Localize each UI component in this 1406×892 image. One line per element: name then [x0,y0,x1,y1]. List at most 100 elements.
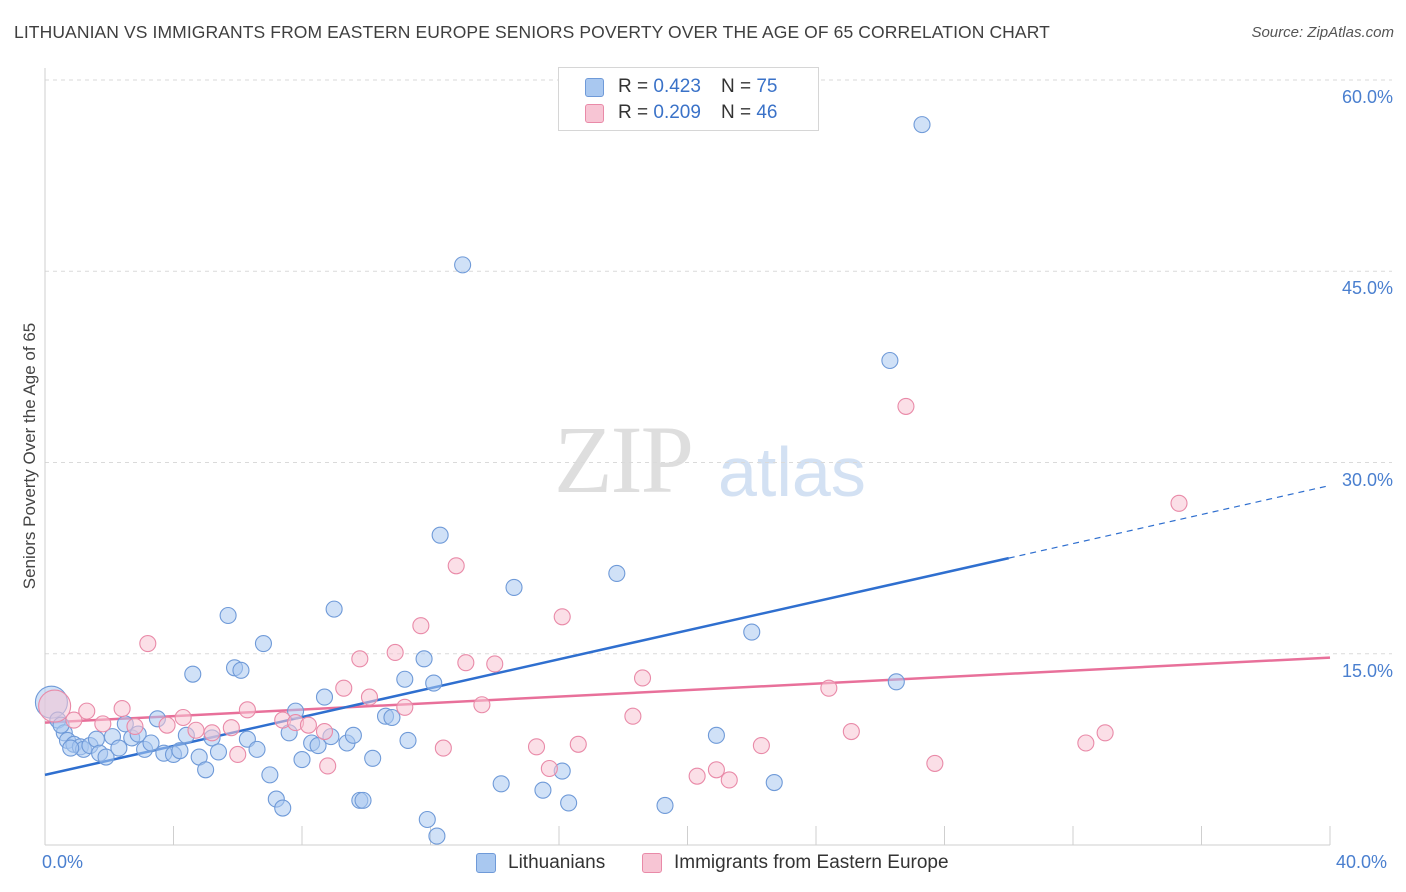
point-immigrants [486,655,504,673]
y-tick-label: 60.0% [1341,87,1393,107]
point-lithuanians [171,742,189,760]
point-immigrants [319,757,337,775]
legend-n-label: N = [720,76,752,97]
point-lithuanians [87,730,105,748]
point-lithuanians [765,773,783,792]
point-immigrants [299,716,317,734]
point-immigrants [527,738,546,756]
point-immigrants [624,707,642,725]
point-lithuanians [743,623,761,641]
point-immigrants [1170,494,1188,512]
point-immigrants [752,736,770,755]
point-immigrants [315,722,334,741]
point-immigrants [78,702,96,720]
point-lithuanians [396,670,414,688]
legend-n-label: N = [720,102,752,123]
series-legend-lithuanians[interactable]: Lithuanians [476,852,605,874]
point-immigrants [842,722,860,741]
point-immigrants [720,771,738,789]
point-immigrants [412,617,430,635]
point-immigrants [38,689,72,723]
point-lithuanians [608,564,626,582]
point-lithuanians [428,827,446,845]
point-immigrants [553,608,571,626]
x-tick-label-max: 40.0% [1336,852,1388,872]
point-immigrants [540,759,558,778]
point-immigrants [447,557,465,575]
point-lithuanians [142,734,160,752]
y-tick-label: 15.0% [1341,660,1393,681]
trend-line-immigrants [44,656,1331,724]
point-immigrants [113,700,131,718]
point-immigrants [386,643,404,662]
point-lithuanians [656,796,674,815]
point-immigrants [396,698,414,716]
point-lithuanians [293,751,311,769]
point-lithuanians [431,526,449,544]
point-immigrants [238,701,256,719]
watermark-zip: ZIP [554,406,694,513]
point-lithuanians [454,256,472,274]
point-lithuanians [315,688,334,706]
point-lithuanians [913,116,931,134]
point-immigrants [820,679,838,697]
point-lithuanians [492,775,510,793]
point-lithuanians [325,600,343,618]
legend-r-label: R = [618,76,649,97]
point-lithuanians [887,673,905,691]
point-lithuanians [184,665,202,683]
legend-row-lithuanians: R = 0.423 N = 75 [585,75,777,99]
point-lithuanians [534,781,552,799]
point-lithuanians [232,661,250,679]
point-lithuanians [261,766,279,784]
legend-n-value: 46 [756,102,778,123]
point-lithuanians [881,351,899,370]
point-immigrants [187,721,205,739]
point-lithuanians [197,761,215,779]
point-immigrants [473,696,491,714]
point-lithuanians [707,726,725,744]
point-lithuanians [344,726,362,744]
point-lithuanians [62,739,80,757]
point-immigrants [139,634,157,653]
legend-n-value: 75 [756,76,778,97]
point-immigrants [65,711,83,729]
point-immigrants [707,761,725,779]
point-lithuanians [415,650,433,668]
correlation-legend: R = 0.423 N = 75 R = 0.209 N = 46 [558,67,819,131]
series-swatch-lithuanians [476,853,496,873]
point-lithuanians [110,739,128,757]
point-immigrants [457,654,475,672]
legend-swatch-immigrants [585,103,604,123]
point-lithuanians [97,748,115,766]
point-immigrants [360,688,379,706]
point-immigrants [897,397,915,415]
point-lithuanians [209,743,228,761]
trend-line-lithuanians-extension [1008,484,1331,559]
point-immigrants [94,715,112,733]
series-legend: Lithuanians Immigrants from Eastern Euro… [0,852,1406,878]
series-legend-immigrants[interactable]: Immigrants from Eastern Europe [642,852,949,874]
point-immigrants [569,735,587,753]
point-immigrants [926,754,944,772]
point-immigrants [1096,724,1114,742]
point-lithuanians [364,749,382,767]
point-immigrants [351,650,369,668]
point-lithuanians [254,634,273,653]
legend-r-label: R = [618,102,649,123]
point-immigrants [126,717,144,735]
point-lithuanians [418,810,436,829]
point-immigrants [222,719,240,737]
series-swatch-immigrants [642,853,662,873]
point-immigrants [688,767,706,785]
source-credit: Source: ZipAtlas.com [1251,24,1394,41]
legend-r-value: 0.423 [653,76,701,97]
legend-r-value: 0.209 [653,102,701,123]
series-label-lithuanians: Lithuanians [508,852,606,873]
point-lithuanians [309,736,327,755]
point-immigrants [203,724,221,742]
point-immigrants [174,708,192,727]
point-immigrants [158,716,176,734]
gridlines [45,79,1392,655]
